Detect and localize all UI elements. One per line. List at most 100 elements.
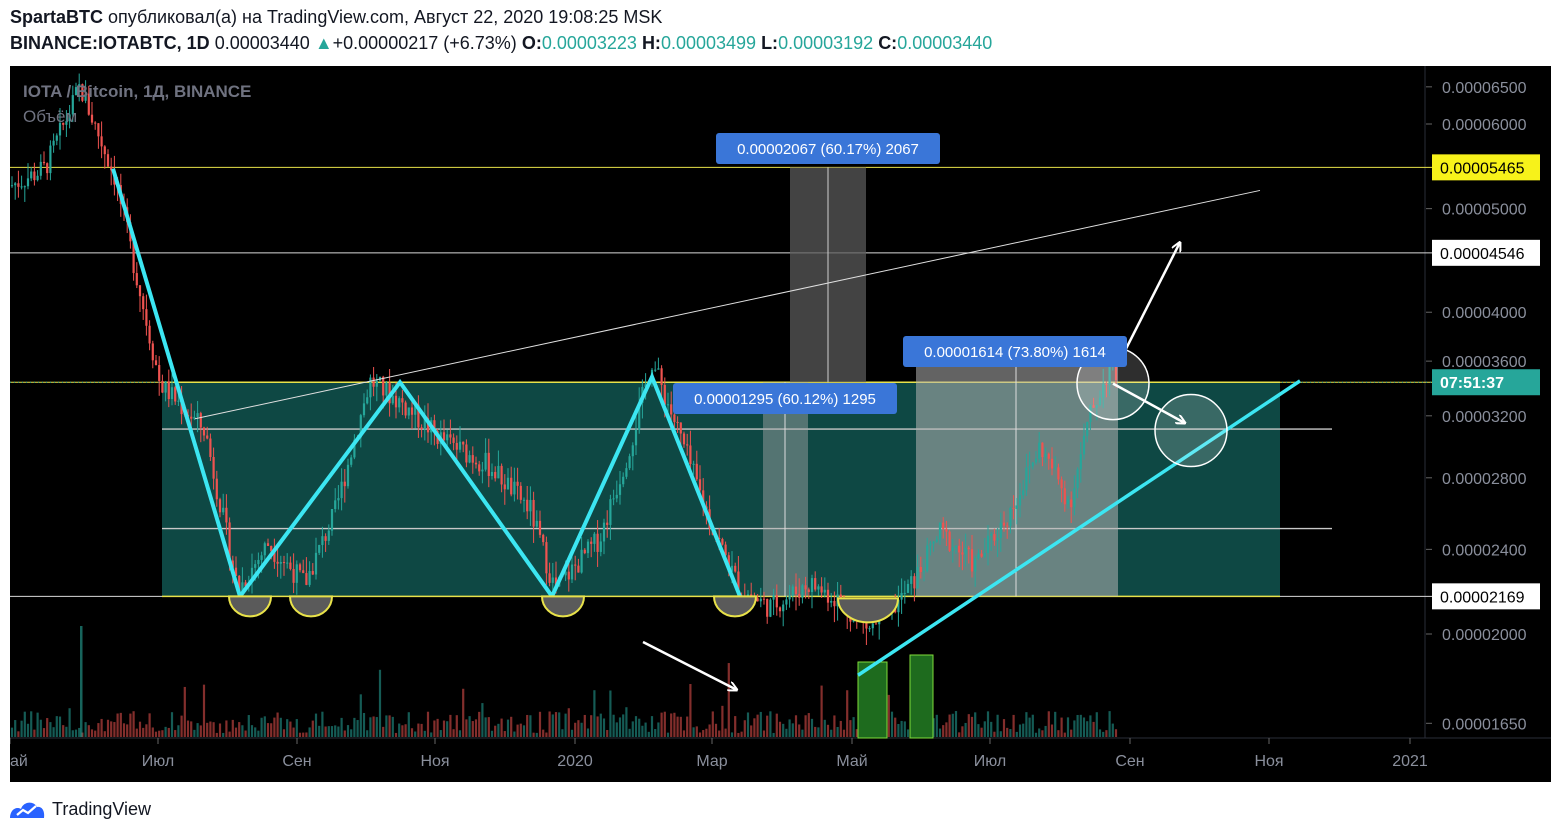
candle-body [74,87,78,96]
volume-bar [487,717,490,737]
volume-bar [449,714,452,737]
candle-body [161,380,164,393]
bottom-curve [540,595,586,618]
volume-bar [356,720,359,737]
volume-bar [1047,711,1050,737]
candle-body [1002,522,1006,526]
tradingview-logo-icon[interactable] [8,798,46,820]
candle-body [212,457,215,479]
candle-body [503,484,506,490]
candle-body [177,400,180,402]
volume-bar [529,715,532,737]
candle-body [30,171,33,179]
candle-body [801,585,804,598]
candle-body [676,421,679,423]
volume-bar [350,729,353,737]
volume-bar [721,705,724,737]
candle-body [292,568,295,583]
candle-body [526,499,529,512]
candle-body [209,438,212,458]
volume-bar [1111,723,1114,737]
volume-bar [289,721,292,737]
author-name[interactable]: SpartaBTC [10,7,104,27]
volume-bar [1095,712,1098,737]
volume-bar [951,713,954,737]
candle-body [138,285,142,297]
volume-bar [1105,730,1108,737]
candle-body [190,416,193,419]
candle-body [564,571,567,576]
volume-bar [762,730,766,737]
volume-bar [401,725,404,737]
high-value: 0.00003499 [660,33,757,53]
candle-body [1086,421,1089,436]
footer-brand[interactable]: TradingView [52,798,152,819]
volume-bar [113,722,116,737]
volume-bar [1089,715,1092,737]
time-tick-label: Июл [974,753,1006,770]
volume-bar [65,726,68,737]
candle-body [548,573,551,583]
volume-bar [807,713,810,737]
candle-body [679,422,682,434]
candle-body [497,465,500,479]
volume-bar [42,728,46,737]
volume-bar [670,713,673,737]
volume-bar [158,730,161,737]
price-marker-label: 07:51:37 [1440,375,1504,392]
volume-bar [1073,720,1076,737]
volume-bar [343,730,346,737]
volume-bar [727,663,730,737]
volume-bar [782,723,785,737]
volume-bar [436,718,439,737]
volume-bar [513,731,516,737]
volume-bar [295,719,298,737]
volume-bar [538,711,542,737]
candle-body [977,553,980,559]
volume-bar [62,725,65,737]
candle-body [318,545,321,553]
candle-body [222,507,225,513]
volume-bar [1086,721,1089,737]
candle-body [49,145,52,174]
volume-bar [1044,725,1047,737]
volume-bar [458,730,462,737]
volume-bar [250,725,254,737]
volume-bar [964,722,967,737]
volume-bar [938,728,942,737]
volume-bar [743,720,746,737]
volume-bar [900,720,903,737]
symbol-info-bar: BINANCE:IOTABTC, 1D 0.00003440 ▲+0.00000… [10,33,992,54]
volume-bar [311,720,314,737]
candle-body [478,464,481,472]
volume-bar [58,716,62,737]
volume-bar [346,725,350,737]
candle-body [218,499,222,513]
candle-body [321,536,324,546]
volume-bar [826,724,830,737]
volume-bar [206,722,209,737]
volume-bar [455,715,458,737]
candle-body [580,549,583,573]
volume-bar [468,716,471,737]
candle-body [622,476,625,485]
candle-body [730,565,734,572]
candle-body [775,594,778,608]
volume-bar [887,694,890,737]
candle-body [814,578,817,590]
candle-body [929,543,932,546]
candle-body [535,520,538,527]
volume-bar [551,714,554,737]
volume-bar [26,723,30,737]
volume-bar [382,726,385,737]
volume-bar [750,725,753,737]
volume-bar [97,723,100,737]
volume-bar [10,727,14,737]
volume-bar [17,731,20,737]
candle-body [663,384,666,405]
footer: TradingView [8,797,151,821]
candle-body [618,484,622,495]
price-chart[interactable]: 0.00002067 (60.17%) 2067 0.00001295 (60.1… [10,66,1551,782]
volume-bar [154,731,158,737]
candle-body [302,570,305,574]
